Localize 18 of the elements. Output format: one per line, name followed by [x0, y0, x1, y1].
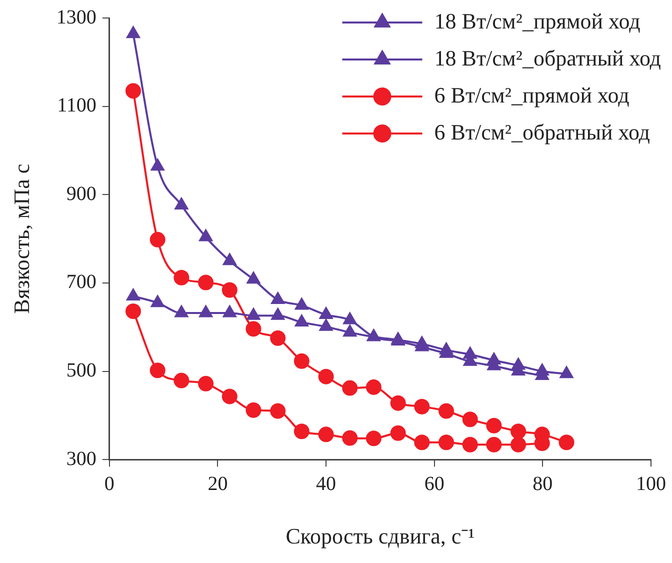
- legend-label: 18 Вт/см²_обратный ход: [434, 45, 662, 70]
- x-tick-label: 20: [208, 472, 228, 495]
- legend-label: 6 Вт/см²_прямой ход: [434, 82, 630, 108]
- y-axis-title: Вязкость, мПа с: [8, 164, 34, 314]
- y-tick-label: 900: [66, 182, 96, 205]
- y-tick-label: 500: [66, 360, 96, 382]
- x-tick-label: 60: [424, 472, 444, 495]
- y-tick-label: 1300: [56, 6, 96, 28]
- x-tick-label: 100: [636, 472, 666, 495]
- x-tick-label: 80: [532, 472, 553, 495]
- x-tick-label: 0: [104, 472, 114, 495]
- legend-label: 6 Вт/см²_обратный ход: [434, 119, 650, 144]
- y-tick-label: 300: [66, 448, 96, 470]
- x-tick-label: 40: [316, 472, 336, 495]
- y-tick-label: 700: [66, 271, 96, 294]
- legend-label: 18 Вт/см²_прямой ход: [434, 8, 640, 34]
- y-tick-label: 1100: [57, 94, 96, 117]
- x-axis-title: Скорость сдвига, с⁻¹: [286, 524, 475, 549]
